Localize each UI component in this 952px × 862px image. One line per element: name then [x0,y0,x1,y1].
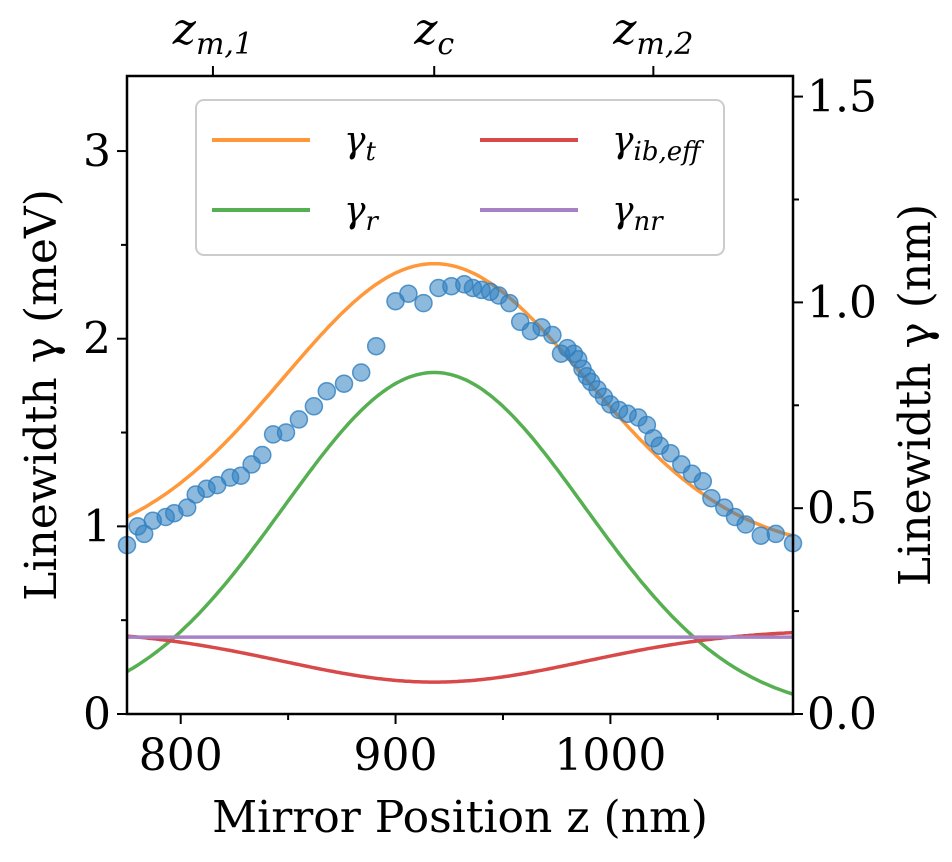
legend-box [195,99,725,256]
x-tick-label: 800 [139,730,223,781]
legend-label-gamma_t: γt [344,120,377,167]
y-left-tick-label: 3 [83,126,111,177]
data-point [543,325,562,345]
series-line-gamma_r [126,370,794,696]
data-point [334,374,354,393]
y-right-tick-label: 0.5 [807,483,877,534]
legend-label-gamma_r: γr [344,190,380,237]
y-left-tick-label: 2 [83,314,111,365]
data-point [414,293,433,313]
data-point [693,472,713,491]
plot-frame [125,74,795,716]
y-right-tick-label: 1.5 [807,72,877,123]
data-point [366,336,386,356]
legend: γt γib,eff γr γnr [195,99,725,256]
data-point [177,498,197,517]
data-point [276,423,296,442]
series-line-gamma_ib [126,630,794,684]
data-point [351,363,371,382]
data-point [134,524,154,544]
data-point [304,397,324,416]
ticks-layer: 800 900 1000 0 1 2 3 0.0 0.5 1.0 1.5 zm,1 zc zm,2 [83,4,877,781]
x-tick-label: 900 [354,730,438,781]
data-point [231,466,251,485]
data-point [661,443,680,463]
y-right-tick-label: 0.0 [807,689,877,740]
y-left-tick-label: 1 [83,501,111,552]
data-point [702,488,721,508]
legend-label-gamma_nr: γnr [612,190,664,237]
data-point [289,410,309,429]
x-axis-label: Mirror Position z (nm) [212,792,708,843]
series-line-gamma_t [126,261,794,538]
curves-layer [126,261,794,696]
y-axis-left-label: Linewidth γ (meV) [16,189,67,601]
x-tick-label: 1000 [554,730,666,781]
data-point [317,381,337,401]
data-point [500,293,519,313]
legend-label-gamma_ib: γib,eff [612,120,705,167]
y-axis-right-label: Linewidth γ (nm) [890,204,941,586]
top-tick-label: zc [413,4,454,62]
data-point [253,445,272,465]
scatter-layer [117,275,803,555]
y-right-tick-label: 1.0 [807,277,877,328]
data-point [766,524,786,544]
data-point [399,284,418,303]
data-point [736,515,755,534]
top-tick-label: zm,1 [172,4,253,62]
top-tick-label: zm,2 [612,4,693,62]
y-left-tick-label: 0 [83,689,111,740]
